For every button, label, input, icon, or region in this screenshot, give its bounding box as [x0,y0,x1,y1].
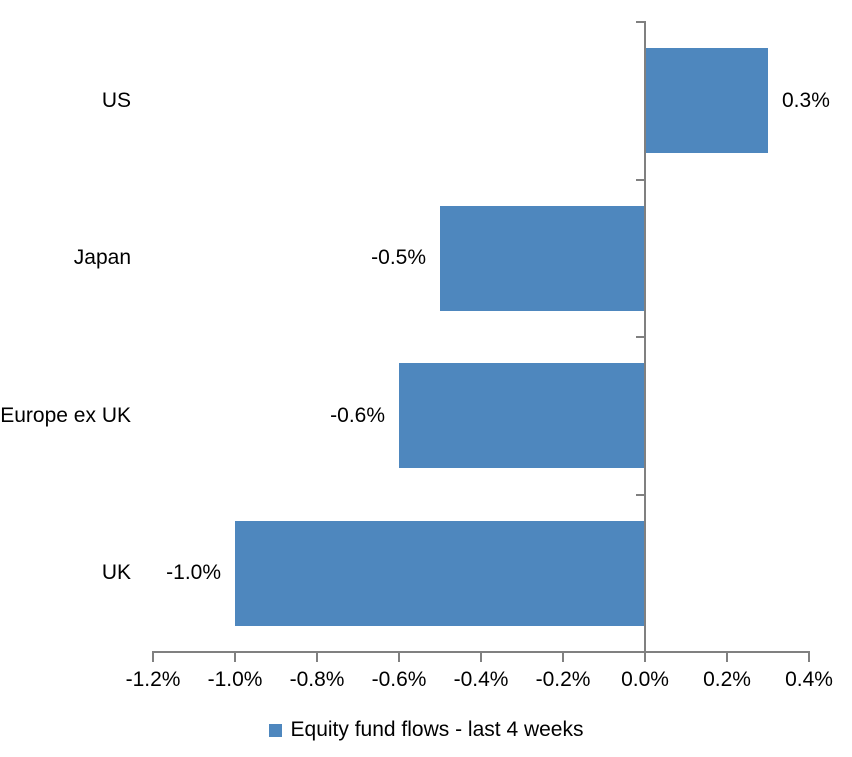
x-axis-tick [480,653,482,662]
bar-europe-ex-uk [399,363,645,468]
bar-us [645,48,768,153]
value-label: -0.5% [371,246,426,269]
x-axis-tick [726,653,728,662]
y-axis-tick [636,336,644,338]
y-axis-tick [636,651,644,653]
x-axis-tick-label: 0.2% [703,668,751,691]
x-axis-tick [808,653,810,662]
y-axis-tick [636,494,644,496]
category-label: US [101,89,131,112]
bar-japan [440,206,645,311]
x-axis-tick [562,653,564,662]
x-axis-tick [316,653,318,662]
legend: Equity fund flows - last 4 weeks [0,716,852,744]
x-axis-tick-label: -0.6% [371,668,427,691]
x-axis-tick [234,653,236,662]
x-axis-tick-label: -1.0% [207,668,263,691]
legend-label: Equity fund flows - last 4 weeks [290,718,584,741]
category-label: UK [101,561,131,584]
x-axis-tick-label: 0.0% [621,668,669,691]
category-label: Europe ex UK [0,404,131,427]
value-label: 0.3% [782,89,830,112]
x-axis-tick [398,653,400,662]
y-axis-line [644,21,646,653]
x-axis-tick-label: -0.8% [289,668,345,691]
y-axis-tick [636,21,644,23]
legend-marker-icon [268,723,282,737]
category-label: Japan [73,246,131,269]
value-label: -0.6% [330,404,385,427]
y-axis-tick [636,179,644,181]
x-axis-tick-label: -1.2% [125,668,181,691]
x-axis-tick-label: -0.2% [535,668,591,691]
x-axis-tick-label: 0.4% [785,668,833,691]
x-axis-tick-label: -0.4% [453,668,509,691]
x-axis-tick [644,653,646,662]
x-axis-tick [152,653,154,662]
bar-uk [235,521,645,626]
x-axis-line [152,651,810,653]
value-label: -1.0% [166,561,221,584]
